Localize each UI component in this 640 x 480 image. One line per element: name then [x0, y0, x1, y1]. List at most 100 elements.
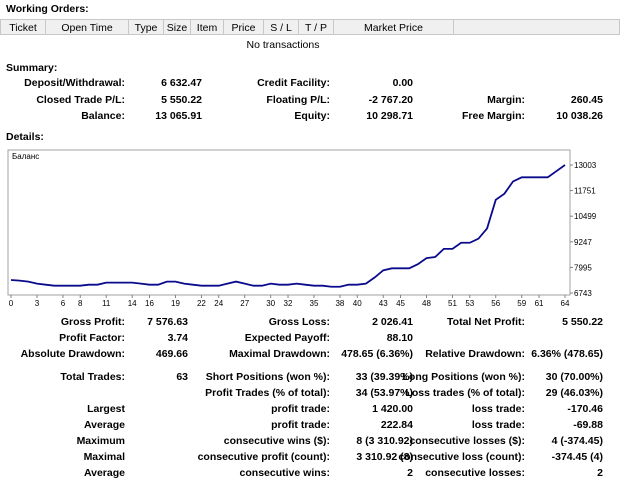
field-label: Short Positions (won %): — [205, 371, 330, 383]
field-label: profit trade: — [271, 419, 330, 431]
x-tick-label: 64 — [561, 299, 570, 308]
field-value: 10 038.26 — [556, 110, 603, 122]
field-label: Largest — [87, 403, 125, 415]
section-title: Working Orders: — [6, 3, 89, 15]
field-value: 3.74 — [167, 332, 188, 344]
field-value: -69.88 — [573, 419, 603, 431]
x-tick-label: 11 — [102, 299, 111, 308]
field-value: 10 298.71 — [366, 110, 413, 122]
x-tick-label: 43 — [379, 299, 388, 308]
x-tick-label: 38 — [335, 299, 344, 308]
balance-line — [10, 164, 566, 288]
field-label: Expected Payoff: — [244, 332, 330, 344]
field-value: 2 026.41 — [372, 316, 413, 328]
header-cell: Item — [190, 19, 224, 35]
field-value: 30 (70.00%) — [545, 371, 603, 383]
x-tick-label: 35 — [310, 299, 319, 308]
header-cell: S / L — [263, 19, 299, 35]
field-value: 2 — [407, 467, 413, 479]
field-value: 34 (53.97%) — [355, 387, 413, 399]
field-value: 88.10 — [386, 332, 413, 344]
header-cell: Size — [163, 19, 191, 35]
field-label: profit trade: — [271, 403, 330, 415]
field-value: 0.00 — [392, 77, 413, 89]
field-label: Average — [83, 467, 125, 479]
field-label: consecutive wins ($): — [223, 435, 330, 447]
field-label: consecutive losses ($): — [409, 435, 525, 447]
x-tick-label: 32 — [284, 299, 293, 308]
field-label: Relative Drawdown: — [425, 348, 525, 360]
field-value: 8 (3 310.92) — [356, 435, 413, 447]
field-value: -2 767.20 — [368, 94, 413, 106]
x-tick-label: 40 — [353, 299, 362, 308]
x-tick-label: 19 — [171, 299, 180, 308]
field-label: Margin: — [487, 94, 525, 106]
balance-chart: Баланс 6743 7995 9247 10499 11751 13003 0 3 6 8 11… — [7, 149, 597, 308]
field-value: 7 576.63 — [147, 316, 188, 328]
field-value: 222.84 — [380, 419, 413, 431]
field-value: 13 065.91 — [155, 110, 202, 122]
x-tick-label: 6 — [61, 299, 66, 308]
header-cell: Type — [128, 19, 164, 35]
field-label: consecutive loss (count): — [398, 451, 525, 463]
field-value: 33 (39.39%) — [355, 371, 413, 383]
field-label: Profit Factor: — [59, 332, 125, 344]
section-title: Details: — [6, 131, 44, 143]
field-value: 4 (-374.45) — [551, 435, 603, 447]
chart-title: Баланс — [12, 152, 39, 161]
field-value: -170.46 — [567, 403, 603, 415]
x-tick-label: 22 — [197, 299, 206, 308]
field-value: 2 — [597, 467, 603, 479]
x-tick-label: 8 — [78, 299, 83, 308]
field-value: 469.66 — [155, 348, 188, 360]
y-tick-label: 10499 — [574, 212, 597, 221]
x-tick-label: 53 — [465, 299, 474, 308]
y-tick-label: 11751 — [574, 187, 596, 196]
field-label: Total Trades: — [60, 371, 125, 383]
field-value: 5 550.22 — [161, 94, 202, 106]
x-tick-label: 0 — [9, 299, 14, 308]
x-tick-label: 59 — [517, 299, 526, 308]
field-label: Gross Profit: — [60, 316, 125, 328]
y-tick-label: 9247 — [574, 238, 592, 247]
field-value: 260.45 — [570, 94, 603, 106]
field-value: 3 310.92 (8) — [356, 451, 413, 463]
y-tick-label: 7995 — [574, 263, 592, 272]
field-label: Free Margin: — [461, 110, 525, 122]
field-label: consecutive losses: — [425, 467, 525, 479]
field-value: 478.65 (6.36%) — [341, 348, 413, 360]
header-cell: Open Time — [45, 19, 129, 35]
field-label: Credit Facility: — [257, 77, 330, 89]
x-tick-label: 56 — [491, 299, 500, 308]
field-label: consecutive wins: — [239, 467, 330, 479]
field-label: Average — [83, 419, 125, 431]
header-cell: Ticket — [0, 19, 46, 35]
field-label: Long Positions (won %): — [402, 371, 525, 383]
field-value: -374.45 (4) — [551, 451, 603, 463]
y-tick-label: 6743 — [574, 289, 592, 298]
field-label: Closed Trade P/L: — [36, 94, 125, 106]
field-label: consecutive profit (count): — [197, 451, 330, 463]
x-tick-label: 3 — [35, 299, 40, 308]
field-label: loss trade: — [471, 419, 525, 431]
empty-note: No transactions — [246, 39, 320, 51]
x-tick-label: 51 — [448, 299, 457, 308]
field-value: 6 632.47 — [161, 77, 202, 89]
field-label: Profit Trades (% of total): — [205, 387, 330, 399]
field-label: Floating P/L: — [266, 94, 330, 106]
field-label: Maximal Drawdown: — [229, 348, 330, 360]
field-label: Deposit/Withdrawal: — [24, 77, 125, 89]
field-label: Balance: — [81, 110, 125, 122]
x-tick-label: 27 — [240, 299, 249, 308]
field-value: 6.36% (478.65) — [531, 348, 603, 360]
field-label: Maximal — [83, 451, 125, 463]
field-label: loss trade: — [471, 403, 525, 415]
header-cell: Price — [223, 19, 264, 35]
field-value: 1 420.00 — [372, 403, 413, 415]
field-label: Gross Loss: — [268, 316, 330, 328]
field-label: Loss trades (% of total): — [405, 387, 525, 399]
plot-frame — [7, 149, 571, 296]
x-tick-label: 24 — [214, 299, 223, 308]
header-cell — [453, 19, 620, 35]
